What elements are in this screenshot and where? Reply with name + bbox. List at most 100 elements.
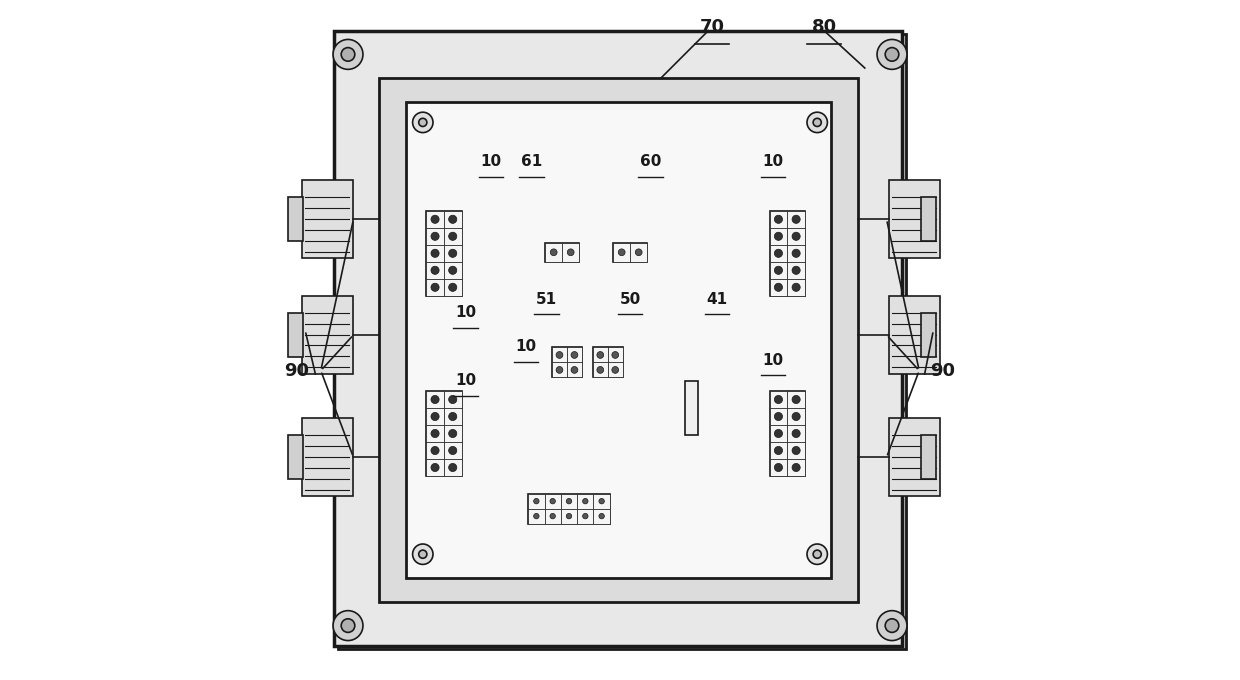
Bar <box>444 228 461 245</box>
Bar <box>787 442 805 459</box>
Bar <box>593 347 608 362</box>
Bar <box>770 245 787 262</box>
Bar <box>630 243 647 262</box>
Bar <box>770 391 787 408</box>
Bar <box>594 509 610 524</box>
Bar <box>427 391 461 476</box>
Bar <box>427 211 461 296</box>
Circle shape <box>792 267 800 275</box>
Circle shape <box>596 352 604 358</box>
Text: 10: 10 <box>516 339 537 354</box>
Circle shape <box>599 498 604 504</box>
Bar <box>889 180 940 258</box>
Text: 60: 60 <box>640 154 661 169</box>
Text: 50: 50 <box>620 292 641 307</box>
Bar <box>427 408 444 425</box>
Bar <box>787 459 805 476</box>
Circle shape <box>611 367 619 373</box>
Bar <box>889 418 940 496</box>
Circle shape <box>432 446 439 454</box>
Circle shape <box>533 498 539 504</box>
Circle shape <box>792 215 800 224</box>
Circle shape <box>449 267 456 275</box>
Circle shape <box>599 513 604 519</box>
Circle shape <box>774 284 782 292</box>
Bar <box>921 435 936 479</box>
Text: 10: 10 <box>480 154 501 169</box>
Circle shape <box>792 412 800 420</box>
Circle shape <box>568 249 574 256</box>
Bar <box>427 228 444 245</box>
Bar <box>546 243 562 262</box>
Circle shape <box>449 250 456 257</box>
Circle shape <box>449 396 456 403</box>
Bar <box>787 408 805 425</box>
Bar <box>787 262 805 279</box>
Bar <box>378 78 858 602</box>
Bar <box>444 459 461 476</box>
Bar <box>787 228 805 245</box>
Bar <box>427 245 444 262</box>
Bar <box>301 296 352 374</box>
Bar <box>770 262 787 279</box>
Bar <box>444 211 461 228</box>
Bar <box>614 243 630 262</box>
Circle shape <box>413 112 433 133</box>
Bar <box>427 459 444 476</box>
Circle shape <box>551 249 557 256</box>
Circle shape <box>419 550 427 558</box>
Circle shape <box>572 367 578 373</box>
Bar <box>889 296 940 374</box>
Bar <box>770 425 787 442</box>
Circle shape <box>877 39 906 69</box>
Circle shape <box>885 48 899 61</box>
Circle shape <box>807 112 827 133</box>
Circle shape <box>774 232 782 241</box>
Circle shape <box>449 464 456 472</box>
Bar <box>770 391 805 476</box>
Circle shape <box>792 396 800 403</box>
Bar <box>567 362 582 377</box>
Bar <box>594 494 610 509</box>
Circle shape <box>432 464 439 472</box>
Circle shape <box>341 619 355 632</box>
Bar <box>444 391 461 408</box>
Bar <box>427 211 444 228</box>
Circle shape <box>567 498 572 504</box>
Circle shape <box>792 464 800 472</box>
Bar <box>288 313 303 357</box>
Bar <box>301 418 352 496</box>
Bar <box>552 362 567 377</box>
Text: 10: 10 <box>763 154 784 169</box>
Text: 41: 41 <box>707 292 728 307</box>
Circle shape <box>813 118 821 126</box>
Bar <box>921 197 936 241</box>
Circle shape <box>583 513 588 519</box>
Bar <box>921 313 936 357</box>
Text: 10: 10 <box>763 353 784 368</box>
Circle shape <box>877 611 906 641</box>
Bar <box>444 425 461 442</box>
Circle shape <box>619 249 625 256</box>
Circle shape <box>413 544 433 564</box>
Circle shape <box>449 430 456 438</box>
Bar <box>593 362 608 377</box>
Circle shape <box>432 232 439 241</box>
Bar <box>552 347 567 362</box>
Bar <box>770 408 787 425</box>
Bar <box>787 245 805 262</box>
Bar <box>787 279 805 296</box>
Text: 70: 70 <box>699 18 724 36</box>
Bar <box>567 347 582 362</box>
Bar <box>608 362 622 377</box>
Bar <box>560 509 577 524</box>
Bar <box>301 180 352 258</box>
Circle shape <box>432 267 439 275</box>
Circle shape <box>792 430 800 438</box>
Text: 61: 61 <box>521 154 542 169</box>
Bar <box>427 442 444 459</box>
Bar <box>544 509 560 524</box>
Circle shape <box>774 396 782 403</box>
Bar <box>444 245 461 262</box>
Bar <box>608 347 622 362</box>
